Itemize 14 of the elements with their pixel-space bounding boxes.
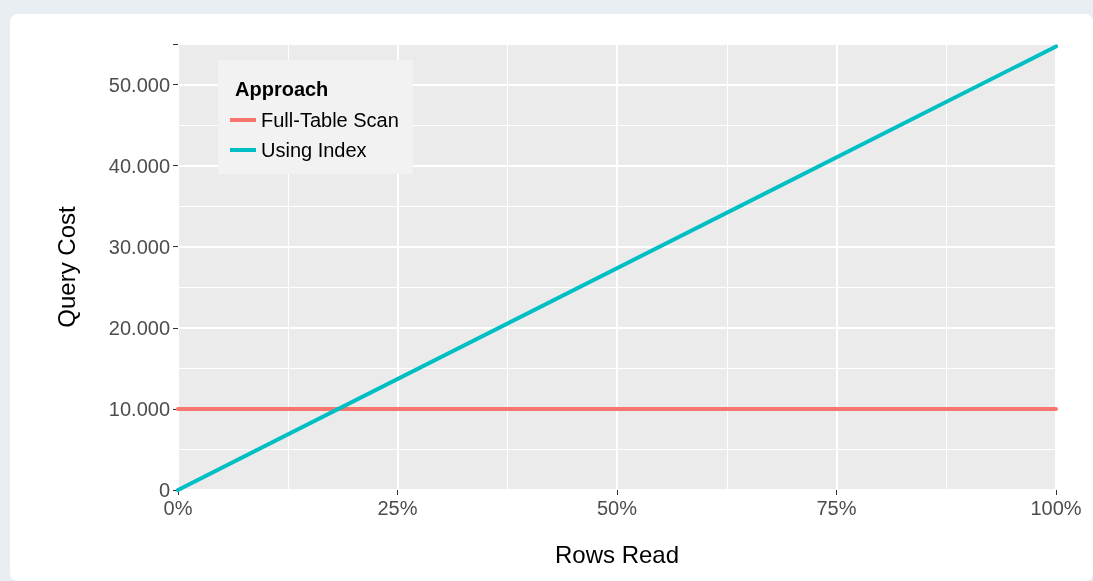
- x-tick-label: 50%: [596, 497, 638, 519]
- x-tick-label: 100%: [1030, 497, 1082, 519]
- y-tick-label: 30.000: [108, 235, 170, 258]
- legend-title: Approach: [235, 78, 329, 100]
- y-axis-title: Query Cost: [52, 205, 80, 328]
- legend-label: Full-Table Scan: [261, 109, 399, 131]
- x-tick-label: 75%: [816, 497, 857, 519]
- x-axis-title: Rows Read: [554, 540, 680, 568]
- x-tick-label: 25%: [377, 497, 418, 519]
- y-tick-label: 40.000: [108, 154, 170, 177]
- y-tick-label: 50.000: [108, 73, 170, 96]
- y-tick-label: 10.000: [108, 397, 170, 420]
- y-tick-label: 20.000: [108, 316, 170, 339]
- legend-label: Using Index: [261, 139, 367, 161]
